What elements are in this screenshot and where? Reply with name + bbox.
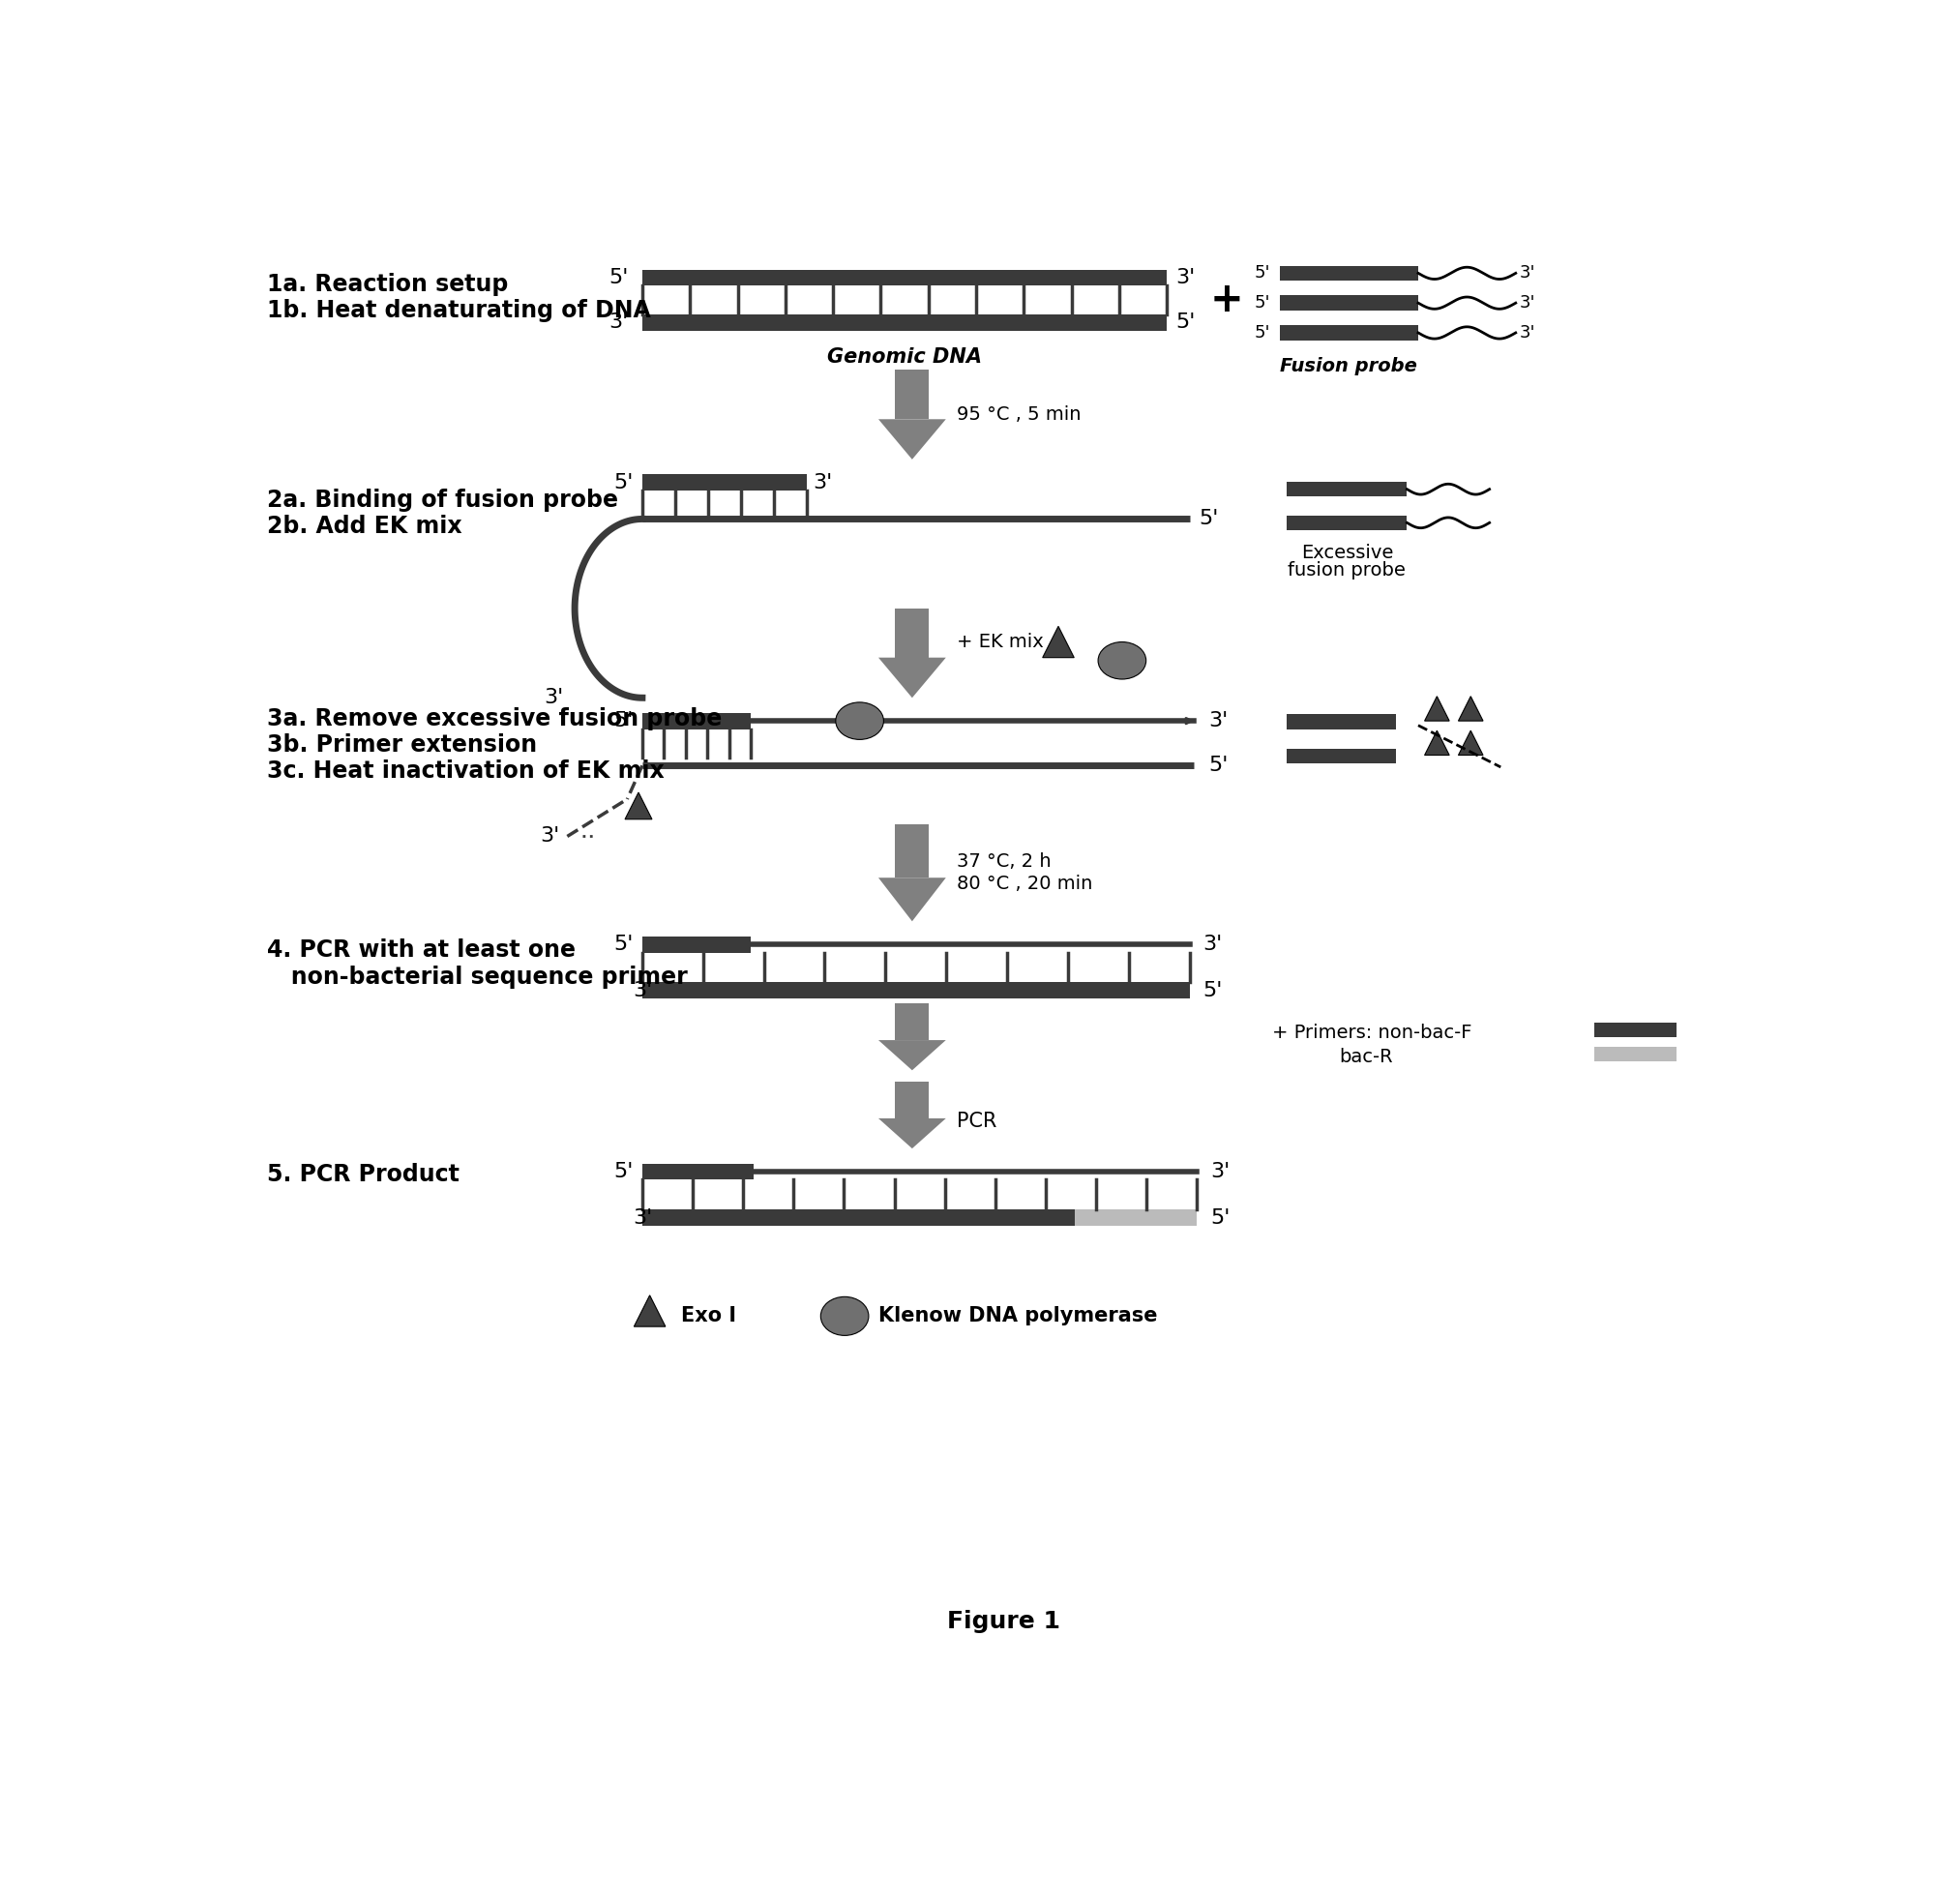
Text: + Primers: non-bac-F: + Primers: non-bac-F <box>1271 1024 1471 1041</box>
Text: non-bacterial sequence primer: non-bacterial sequence primer <box>266 965 688 988</box>
Text: Excessive: Excessive <box>1301 545 1393 562</box>
Text: 5': 5' <box>613 712 633 731</box>
Polygon shape <box>1424 697 1450 722</box>
Text: 1a. Reaction setup: 1a. Reaction setup <box>266 272 509 295</box>
Text: 37 °C, 2 h: 37 °C, 2 h <box>958 853 1052 870</box>
Polygon shape <box>878 878 946 922</box>
Text: 3': 3' <box>1520 324 1536 341</box>
Polygon shape <box>635 1295 666 1327</box>
Polygon shape <box>895 1081 929 1118</box>
Text: 3': 3' <box>545 687 564 708</box>
Ellipse shape <box>1099 642 1146 680</box>
Text: PCR: PCR <box>958 1112 997 1131</box>
Ellipse shape <box>821 1297 868 1335</box>
Text: 5': 5' <box>1254 295 1271 312</box>
Text: 3c. Heat inactivation of EK mix: 3c. Heat inactivation of EK mix <box>266 760 664 783</box>
Text: 5': 5' <box>1211 1209 1230 1228</box>
Bar <box>1279 326 1418 341</box>
Text: 5. PCR Product: 5. PCR Product <box>266 1163 460 1186</box>
Text: 5': 5' <box>1175 312 1195 331</box>
Text: Fusion probe: Fusion probe <box>1281 356 1418 375</box>
Polygon shape <box>895 369 929 419</box>
Bar <box>1595 1047 1677 1061</box>
Polygon shape <box>878 1040 946 1070</box>
Text: 5': 5' <box>1199 510 1218 529</box>
Bar <box>643 314 1168 331</box>
Bar <box>1595 1022 1677 1038</box>
Text: 5': 5' <box>609 268 629 288</box>
Polygon shape <box>895 1003 929 1040</box>
Text: 3': 3' <box>633 981 652 1000</box>
Text: 5': 5' <box>1254 265 1271 282</box>
Text: fusion probe: fusion probe <box>1289 562 1407 581</box>
Bar <box>643 270 1168 286</box>
Bar <box>1075 1209 1197 1226</box>
Polygon shape <box>1457 697 1483 722</box>
Text: +: + <box>1211 280 1244 320</box>
Polygon shape <box>895 824 929 878</box>
Text: 3b. Primer extension: 3b. Primer extension <box>266 733 537 756</box>
Text: 5': 5' <box>613 1161 633 1180</box>
Text: Exo I: Exo I <box>682 1306 737 1325</box>
Bar <box>1287 482 1407 497</box>
Text: 3': 3' <box>1175 268 1195 288</box>
Polygon shape <box>878 419 946 459</box>
Text: Klenow DNA polymerase: Klenow DNA polymerase <box>878 1306 1158 1325</box>
Text: 3a. Remove excessive fusion probe: 3a. Remove excessive fusion probe <box>266 706 723 731</box>
Text: 80 °C , 20 min: 80 °C , 20 min <box>958 874 1093 893</box>
Bar <box>1287 516 1407 529</box>
Text: 2b. Add EK mix: 2b. Add EK mix <box>266 514 462 539</box>
Text: Figure 1: Figure 1 <box>946 1611 1060 1634</box>
Text: 3': 3' <box>1203 935 1222 954</box>
Text: 3': 3' <box>1520 265 1536 282</box>
Text: 95 °C , 5 min: 95 °C , 5 min <box>958 406 1081 425</box>
Text: 5': 5' <box>1254 324 1271 341</box>
Polygon shape <box>1042 626 1074 657</box>
Polygon shape <box>878 657 946 697</box>
Polygon shape <box>1457 731 1483 756</box>
Text: + EK mix: + EK mix <box>958 632 1044 651</box>
Text: 3': 3' <box>813 472 833 493</box>
Text: 5': 5' <box>613 472 633 493</box>
Text: 5': 5' <box>1203 981 1222 1000</box>
Text: 3': 3' <box>609 312 629 331</box>
Text: 2a. Binding of fusion probe: 2a. Binding of fusion probe <box>266 489 619 512</box>
Polygon shape <box>878 1118 946 1148</box>
Polygon shape <box>1424 731 1450 756</box>
Bar <box>643 1163 752 1180</box>
Bar <box>643 1209 1075 1226</box>
Text: bac-R: bac-R <box>1340 1047 1393 1066</box>
Bar <box>643 982 1189 1000</box>
Text: 3': 3' <box>1520 295 1536 312</box>
Text: 3': 3' <box>541 826 560 845</box>
Bar <box>1287 748 1395 764</box>
Text: 4. PCR with at least one: 4. PCR with at least one <box>266 939 576 962</box>
Text: 5': 5' <box>613 935 633 954</box>
Bar <box>643 937 750 952</box>
Text: 3': 3' <box>1211 1161 1230 1180</box>
Polygon shape <box>895 609 929 657</box>
Bar <box>643 712 750 729</box>
Text: 3': 3' <box>1209 712 1228 731</box>
Text: Genomic DNA: Genomic DNA <box>827 347 981 366</box>
Polygon shape <box>625 792 652 819</box>
Text: 1b. Heat denaturating of DNA: 1b. Heat denaturating of DNA <box>266 299 650 322</box>
Bar <box>643 474 807 491</box>
Bar <box>1279 295 1418 310</box>
Bar <box>1287 714 1395 729</box>
Text: 5': 5' <box>1209 756 1228 775</box>
Ellipse shape <box>836 703 884 739</box>
Bar <box>1279 267 1418 280</box>
Text: 3': 3' <box>633 1209 652 1228</box>
